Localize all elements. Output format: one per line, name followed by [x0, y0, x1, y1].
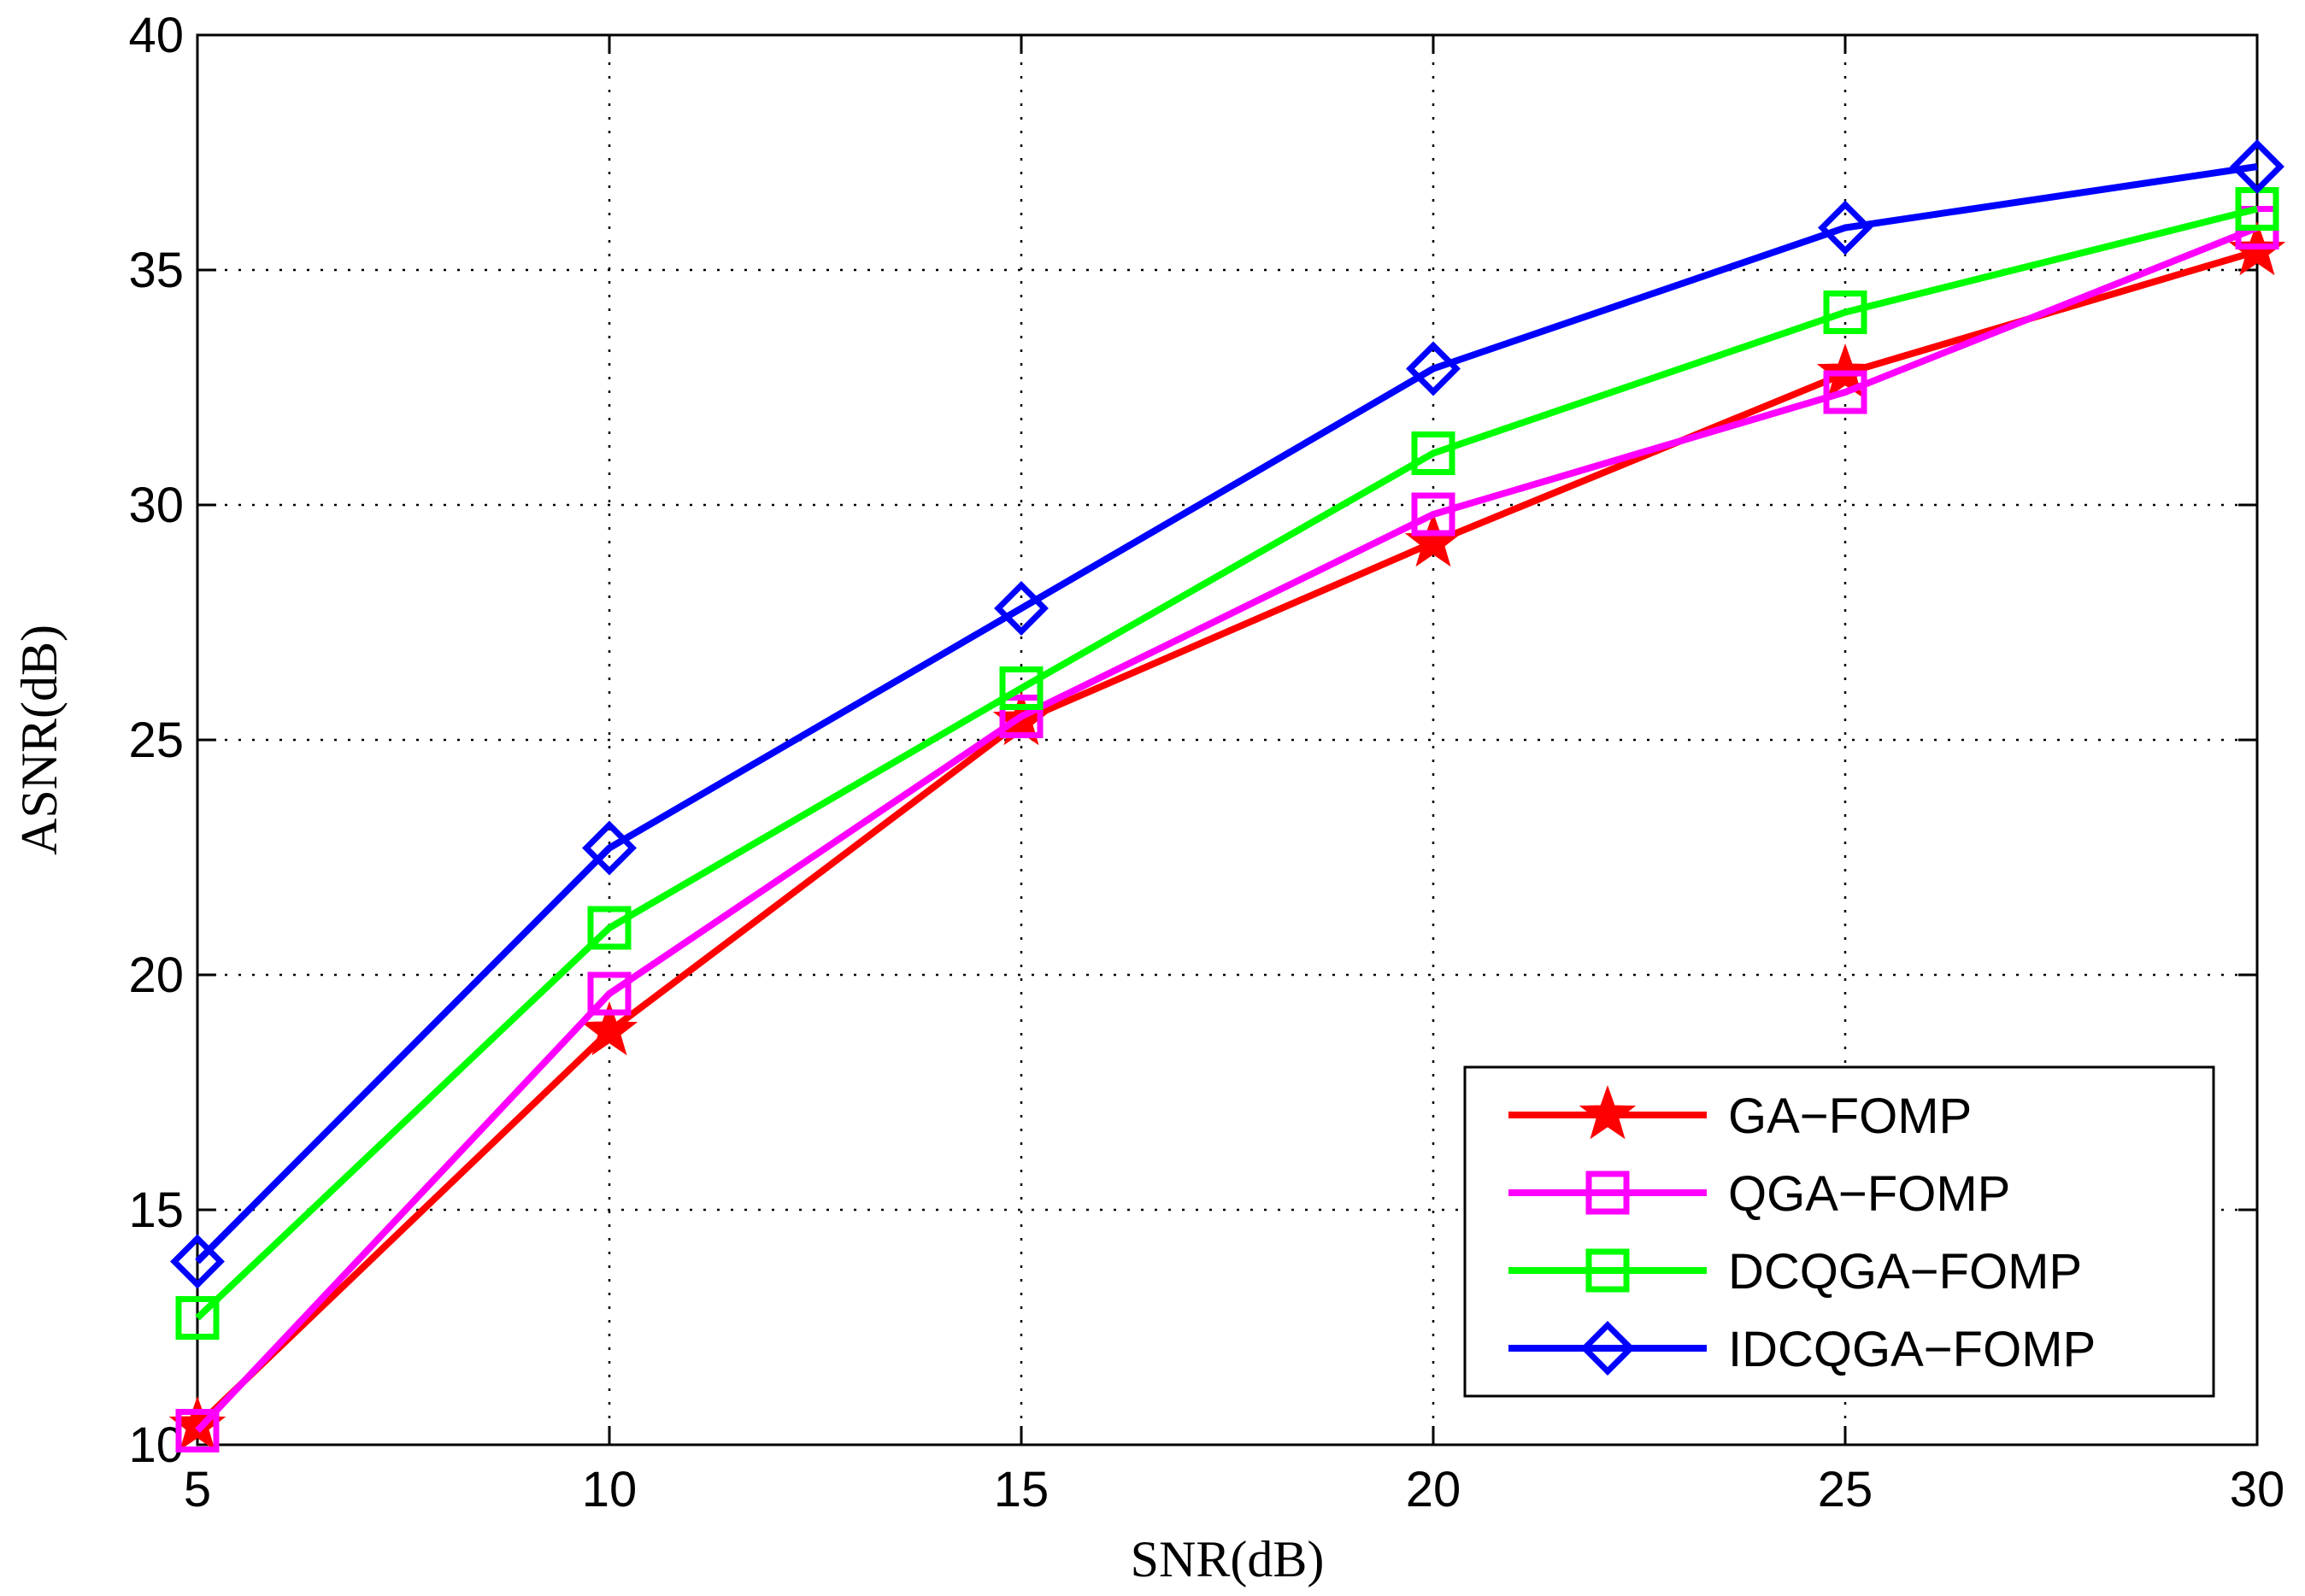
legend-label: IDCQGA−FOMP	[1728, 1322, 2096, 1377]
legend: GA−FOMP QGA−FOMP DCQGA−FOMP IDCQGA−FOMP	[1463, 1065, 2215, 1398]
x-tick-label: 5	[184, 1462, 211, 1517]
data-point-marker	[175, 1296, 220, 1340]
legend-entries: GA−FOMP QGA−FOMP DCQGA−FOMP IDCQGA−FOMP	[1508, 1084, 2096, 1377]
y-axis-title: ASNR(dB)	[11, 625, 68, 855]
x-tick-label: 10	[582, 1462, 638, 1517]
y-tick-label: 40	[128, 8, 184, 63]
data-point-marker	[587, 971, 632, 1016]
data-point-marker	[582, 820, 637, 876]
series-line	[195, 205, 2258, 1321]
series-layer	[168, 139, 2286, 1452]
data-point-marker	[999, 666, 1044, 710]
legend-entry: QGA−FOMP	[1508, 1166, 2010, 1222]
series-line	[195, 224, 2259, 1434]
x-tick-label: 30	[2230, 1462, 2285, 1517]
data-point-marker	[175, 1409, 220, 1452]
data-point-marker	[1406, 341, 1461, 396]
legend-marker	[1585, 1248, 1630, 1293]
grid-layer	[197, 35, 2257, 1445]
y-tick-label: 30	[128, 478, 184, 533]
legend-entry: DCQGA−FOMP	[1508, 1244, 2082, 1300]
x-tick-label: 20	[1406, 1462, 1461, 1517]
series-dcqga-fomp	[175, 187, 2279, 1340]
legend-marker	[1580, 1321, 1635, 1376]
x-tick-label: 15	[994, 1462, 1050, 1517]
data-point-marker	[994, 581, 1049, 636]
legend-label: DCQGA−FOMP	[1728, 1244, 2082, 1300]
y-tick-label: 20	[128, 948, 184, 1003]
data-point-marker	[580, 1000, 638, 1056]
x-tick-label: 25	[1818, 1462, 1873, 1517]
data-point-marker	[999, 695, 1044, 738]
y-tick-label: 25	[128, 713, 184, 768]
data-point-marker	[1411, 431, 1455, 475]
y-tick-label: 10	[128, 1417, 184, 1473]
legend-label: QGA−FOMP	[1728, 1166, 2010, 1222]
data-point-marker	[1823, 290, 1867, 334]
data-point-marker	[1411, 492, 1455, 537]
x-axis-title: SNR(dB)	[1131, 1531, 1325, 1587]
series-qga-fomp	[175, 206, 2279, 1452]
data-point-marker	[587, 906, 632, 950]
y-tick-label: 35	[128, 243, 184, 298]
legend-entry: IDCQGA−FOMP	[1508, 1321, 2096, 1377]
series-line	[195, 163, 2258, 1264]
legend-marker	[1579, 1084, 1637, 1140]
legend-marker	[1585, 1171, 1630, 1215]
legend-label: GA−FOMP	[1728, 1088, 1972, 1144]
y-tick-label: 15	[128, 1182, 184, 1238]
legend-entry: GA−FOMP	[1508, 1084, 1972, 1144]
series-idcqga-fomp	[170, 139, 2284, 1289]
data-point-marker	[1823, 370, 1867, 414]
data-point-marker	[1818, 200, 1873, 255]
series-line	[195, 248, 2259, 1429]
data-point-marker	[170, 1234, 225, 1289]
data-point-marker	[2230, 139, 2284, 194]
